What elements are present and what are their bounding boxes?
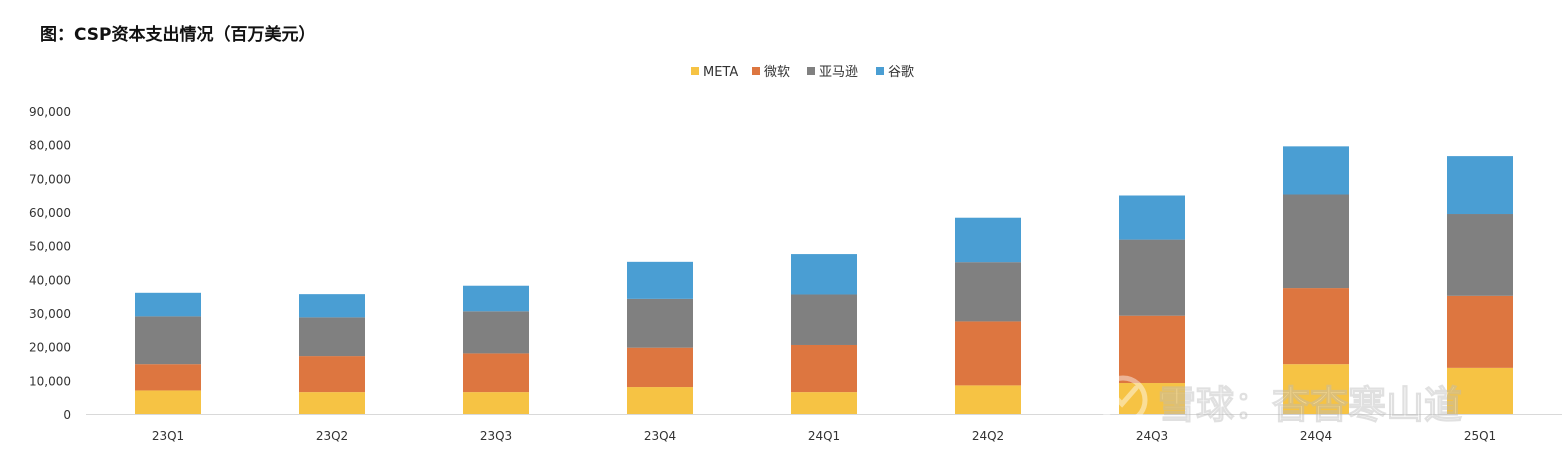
bar-segment-24Q1-META xyxy=(791,392,857,414)
x-tick-label: 23Q3 xyxy=(480,429,512,443)
page-title: 图：CSP资本支出情况（百万美元） xyxy=(40,25,316,45)
bar-segment-24Q3-META xyxy=(1119,383,1185,414)
bar-segment-23Q1-META xyxy=(135,390,201,414)
bar-segment-24Q4-微软 xyxy=(1283,288,1349,365)
bar-segment-23Q3-谷歌 xyxy=(463,285,529,312)
y-tick-label: 10,000 xyxy=(29,374,71,388)
chart-legend: META 微软 亚马逊 谷歌 xyxy=(691,65,914,80)
bar-segment-23Q2-亚马逊 xyxy=(299,317,365,357)
watermark-logo-icon-stroke xyxy=(1107,385,1139,408)
bar-segment-24Q4-META xyxy=(1283,364,1349,414)
y-tick-label: 60,000 xyxy=(29,206,71,220)
watermark-logo-icon xyxy=(1098,375,1148,425)
bar-segment-24Q1-亚马逊 xyxy=(791,294,857,345)
bar-segment-23Q4-亚马逊 xyxy=(627,298,693,348)
bar-segment-23Q2-谷歌 xyxy=(299,294,365,318)
legend-swatch xyxy=(691,67,699,75)
bar-segment-23Q1-微软 xyxy=(135,364,201,391)
x-tick-label: 23Q1 xyxy=(152,429,184,443)
legend-label: META xyxy=(703,65,738,80)
bar-segment-23Q2-微软 xyxy=(299,356,365,393)
x-tick-label: 24Q3 xyxy=(1136,429,1168,443)
y-tick-label: 80,000 xyxy=(29,139,71,153)
chart-bars xyxy=(135,146,1513,414)
x-tick-label: 23Q4 xyxy=(644,429,676,443)
bar-segment-24Q1-谷歌 xyxy=(791,254,857,295)
bar-segment-25Q1-谷歌 xyxy=(1447,156,1513,215)
bar-segment-23Q1-亚马逊 xyxy=(135,316,201,365)
y-tick-label: 20,000 xyxy=(29,341,71,355)
bar-segment-24Q2-META xyxy=(955,385,1021,414)
bar-segment-24Q4-亚马逊 xyxy=(1283,194,1349,289)
bar-segment-24Q3-谷歌 xyxy=(1119,195,1185,240)
x-tick-label: 24Q2 xyxy=(972,429,1004,443)
bar-segment-25Q1-亚马逊 xyxy=(1447,214,1513,296)
x-tick-label: 25Q1 xyxy=(1464,429,1496,443)
watermark: 雪球：杳杳寒山道 xyxy=(1098,375,1463,428)
bar-segment-23Q2-META xyxy=(299,392,365,414)
bar-segment-24Q4-谷歌 xyxy=(1283,146,1349,195)
legend-label: 亚马逊 xyxy=(819,65,858,80)
legend-label: 谷歌 xyxy=(888,65,914,80)
bar-segment-23Q4-META xyxy=(627,387,693,414)
x-axis: 23Q1 23Q2 23Q3 23Q4 24Q1 24Q2 24Q3 24Q4 25Q1 xyxy=(152,429,1496,443)
y-tick-label: 30,000 xyxy=(29,307,71,321)
bar-segment-25Q1-微软 xyxy=(1447,295,1513,368)
legend-swatch xyxy=(876,67,884,75)
bar-segment-23Q3-META xyxy=(463,392,529,414)
y-axis: 0 10,000 20,000 30,000 40,000 50,000 60,000 70,… xyxy=(29,105,71,422)
y-tick-label: 0 xyxy=(63,408,71,422)
x-tick-label: 23Q2 xyxy=(316,429,348,443)
x-tick-label: 24Q4 xyxy=(1300,429,1332,443)
bar-segment-25Q1-META xyxy=(1447,367,1513,414)
bar-segment-23Q4-谷歌 xyxy=(627,261,693,299)
y-tick-label: 40,000 xyxy=(29,273,71,287)
bar-segment-23Q4-微软 xyxy=(627,347,693,388)
x-tick-label: 24Q1 xyxy=(808,429,840,443)
legend-swatch xyxy=(807,67,815,75)
legend-swatch xyxy=(752,67,760,75)
legend-label: 微软 xyxy=(764,65,790,80)
bar-segment-24Q1-微软 xyxy=(791,344,857,393)
bar-segment-24Q3-微软 xyxy=(1119,315,1185,384)
y-tick-label: 70,000 xyxy=(29,172,71,186)
y-tick-label: 90,000 xyxy=(29,105,71,119)
bar-segment-23Q1-谷歌 xyxy=(135,292,201,317)
bar-segment-23Q3-亚马逊 xyxy=(463,311,529,354)
bar-segment-23Q3-微软 xyxy=(463,353,529,393)
y-tick-label: 50,000 xyxy=(29,240,71,254)
bar-segment-24Q2-亚马逊 xyxy=(955,262,1021,322)
bar-segment-24Q2-微软 xyxy=(955,321,1021,386)
watermark-text: 雪球：杳杳寒山道 xyxy=(1158,383,1462,427)
bar-segment-24Q2-谷歌 xyxy=(955,217,1021,263)
bar-segment-24Q3-亚马逊 xyxy=(1119,239,1185,316)
